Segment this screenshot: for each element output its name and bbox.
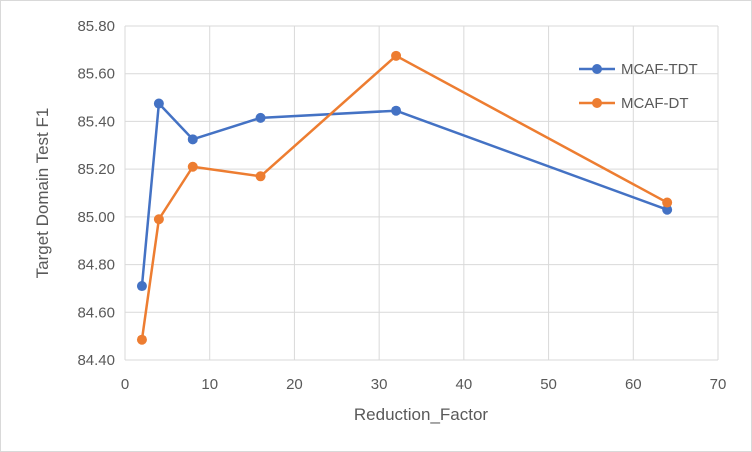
y-tick-label: 85.20 xyxy=(77,161,115,178)
data-point-mcaf-tdt xyxy=(391,105,402,116)
y-tick-label: 84.60 xyxy=(77,304,115,321)
data-point-mcaf-dt xyxy=(391,50,402,61)
series-line-mcaf-tdt xyxy=(140,102,668,287)
y-tick-label: 85.40 xyxy=(77,113,115,130)
data-point-mcaf-tdt xyxy=(153,98,164,109)
legend-label-mcaf-dt: MCAF-DT xyxy=(621,95,689,112)
data-point-mcaf-tdt xyxy=(187,134,198,145)
x-tick-label: 10 xyxy=(201,376,218,393)
x-tick-label: 60 xyxy=(625,376,642,393)
data-point-mcaf-dt xyxy=(662,197,673,208)
y-tick-label: 84.40 xyxy=(77,352,115,369)
data-point-mcaf-dt xyxy=(255,171,266,182)
data-point-mcaf-tdt xyxy=(136,281,147,292)
data-point-mcaf-dt xyxy=(187,161,198,172)
x-tick-label: 40 xyxy=(456,376,473,393)
x-axis-title: Reduction_Factor xyxy=(354,405,489,424)
grid-lines xyxy=(124,25,719,361)
data-point-mcaf-dt xyxy=(153,214,164,225)
x-tick-labels: 0 10 20 30 40 50 60 70 xyxy=(121,376,727,393)
x-tick-label: 20 xyxy=(286,376,303,393)
series-line-mcaf-dt xyxy=(140,54,668,340)
y-tick-label: 85.00 xyxy=(77,209,115,226)
data-point-mcaf-tdt xyxy=(662,204,673,215)
data-point-mcaf-tdt xyxy=(255,112,266,123)
x-tick-label: 50 xyxy=(540,376,557,393)
series-group xyxy=(136,50,673,345)
legend-label-mcaf-tdt: MCAF-TDT xyxy=(621,61,698,78)
data-point-mcaf-dt xyxy=(136,334,147,345)
y-axis-title: Target Domain Test F1 xyxy=(33,108,52,279)
legend-marker-mcaf-dt xyxy=(592,98,602,108)
y-tick-label: 84.80 xyxy=(77,257,115,274)
y-tick-label: 85.80 xyxy=(77,18,115,35)
y-tick-label: 85.60 xyxy=(77,66,115,83)
legend-marker-mcaf-tdt xyxy=(592,64,602,74)
x-tick-label: 30 xyxy=(371,376,388,393)
x-tick-label: 70 xyxy=(710,376,727,393)
x-tick-label: 0 xyxy=(121,376,129,393)
y-tick-labels: 84.40 84.60 84.80 85.00 85.20 85.40 85.60 85.80 xyxy=(77,18,115,369)
legend: MCAF-TDT MCAF-DT xyxy=(579,61,698,112)
